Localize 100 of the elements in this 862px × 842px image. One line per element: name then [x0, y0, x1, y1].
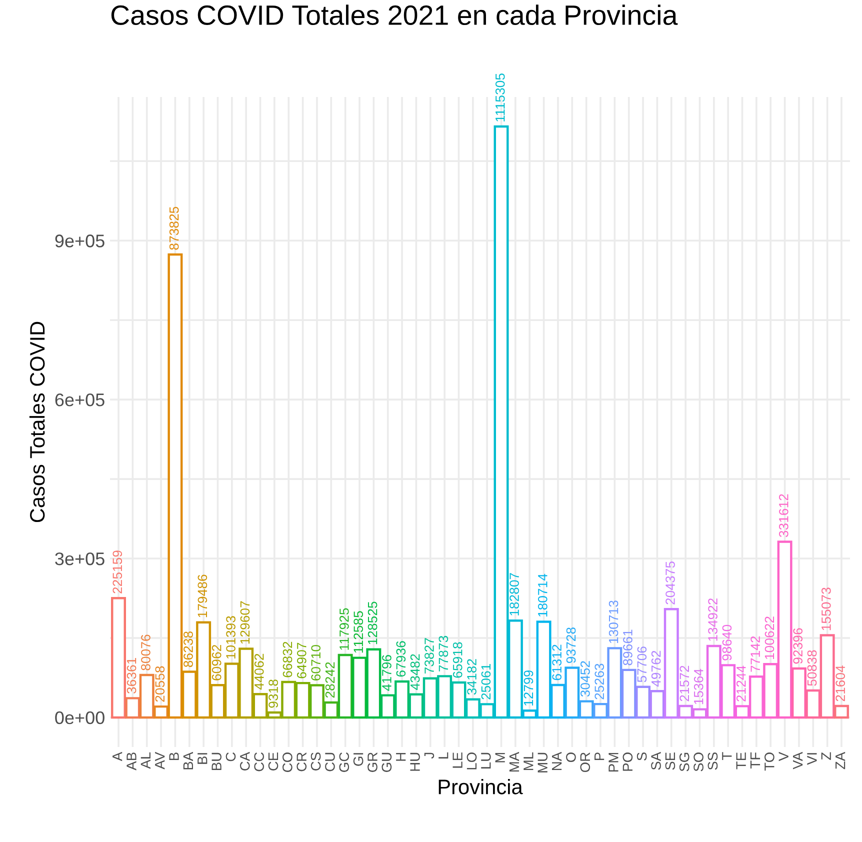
x-tick-label: SA [651, 752, 661, 770]
data-label: 57706 [637, 646, 647, 682]
x-tick-label: CR [296, 752, 307, 772]
data-label: 21604 [836, 666, 846, 702]
x-tick-label: CU [325, 752, 335, 772]
chart-title: Casos COVID Totales 2021 en cada Provincia [111, 4, 678, 26]
data-label: 204375 [666, 562, 675, 604]
x-tick-label: V [778, 752, 788, 762]
data-label: 129607 [240, 601, 250, 644]
x-tick-label: MU [538, 752, 548, 772]
x-tick-label: GC [339, 752, 350, 772]
x-tick-label: L [438, 752, 448, 758]
x-tick-label: CC [254, 752, 264, 772]
x-tick-label: CE [268, 752, 278, 770]
x-tick-label: C [226, 752, 236, 762]
data-label: 155073 [822, 588, 831, 630]
data-label: 134922 [708, 598, 718, 641]
data-label: 15364 [694, 668, 704, 704]
data-label: 130713 [608, 600, 618, 644]
x-tick-label: BU [212, 752, 222, 770]
data-label: 128525 [368, 602, 378, 644]
x-tick-label: AV [155, 752, 165, 770]
x-tick-label: MA [509, 752, 520, 772]
data-label: 21572 [680, 666, 690, 702]
data-label: 93728 [566, 628, 576, 664]
x-tick-label: SS [708, 752, 718, 770]
y-tick-label: 6e+05 [55, 394, 104, 406]
data-label: 28242 [325, 662, 335, 698]
data-label: 25061 [481, 664, 491, 700]
data-label: 100622 [764, 616, 774, 659]
x-tick-label: ML [524, 752, 534, 770]
data-label: 60962 [212, 644, 222, 680]
data-label: 77873 [438, 636, 448, 672]
x-tick-label: H [396, 752, 406, 761]
data-label: 86238 [184, 631, 193, 668]
x-tick-label: CA [240, 752, 250, 770]
x-tick-label: TO [764, 752, 774, 771]
x-tick-label: OR [580, 752, 590, 772]
x-tick-label: GR [368, 752, 378, 772]
x-tick-label: CO [282, 752, 292, 772]
x-tick-label: TF [750, 752, 760, 769]
data-label: 43482 [410, 654, 420, 690]
x-tick-label: S [636, 752, 647, 760]
x-tick-label: T [722, 752, 732, 760]
x-tick-label: P [594, 752, 604, 760]
data-label: 225159 [112, 550, 122, 594]
x-tick-label: SE [665, 752, 676, 770]
x-tick-label: GI [353, 753, 364, 766]
data-label: 61312 [552, 644, 562, 680]
data-label: 50838 [807, 650, 817, 686]
data-label: 12799 [524, 670, 534, 706]
x-tick-label: A [112, 752, 122, 762]
x-axis-title: Provincia [438, 779, 523, 794]
x-tick-label: Z [821, 752, 831, 760]
x-tick-label: AB [126, 752, 136, 770]
data-label: 60710 [311, 644, 321, 680]
data-label: 34182 [467, 659, 476, 695]
x-tick-label: VA [793, 752, 803, 770]
data-label: 112585 [354, 611, 364, 653]
x-tick-label: LU [481, 752, 491, 768]
data-label: 44062 [254, 654, 264, 690]
data-label: 92396 [793, 628, 803, 664]
x-tick-label: ZA [836, 752, 846, 770]
x-tick-label: NA [552, 752, 562, 770]
data-label: 20558 [155, 666, 165, 702]
data-label: 66832 [282, 642, 292, 678]
data-label: 77142 [750, 636, 760, 672]
x-tick-label: TE [736, 752, 746, 770]
data-label: 98640 [722, 624, 732, 660]
x-tick-label: SO [694, 752, 704, 772]
x-tick-label: PO [622, 752, 633, 771]
data-label: 73827 [424, 638, 434, 674]
y-tick-label: 0e+00 [55, 711, 104, 724]
x-tick-label: B [169, 752, 179, 760]
x-tick-label: BA [183, 752, 193, 770]
data-label: 25263 [594, 664, 604, 700]
data-label: 64907 [296, 642, 306, 678]
data-label: 101393 [226, 616, 236, 659]
x-tick-label: O [566, 752, 576, 762]
x-tick-label: SG [679, 752, 690, 772]
x-tick-label: PM [608, 753, 618, 772]
data-label: 117925 [340, 608, 349, 650]
data-label: 9318 [268, 680, 278, 708]
data-label: 182807 [510, 573, 519, 616]
x-tick-label: CS [310, 752, 321, 770]
x-tick-label: LE [452, 752, 462, 768]
x-tick-label: LO [466, 752, 477, 770]
data-label: 41796 [382, 655, 392, 691]
x-tick-label: VI [807, 753, 817, 765]
data-label: 1115305 [495, 74, 505, 122]
data-label: 89661 [623, 630, 632, 666]
x-tick-label: BI [198, 753, 208, 764]
x-tick-label: M [495, 753, 505, 762]
data-label: 49762 [651, 650, 661, 687]
x-tick-label: J [424, 752, 434, 759]
x-tick-label: GU [382, 752, 392, 772]
y-tick-label: 3e+05 [55, 552, 104, 566]
data-label: 331612 [778, 494, 788, 538]
data-label: 30452 [580, 661, 590, 697]
y-tick-label: 9e+05 [55, 234, 104, 248]
